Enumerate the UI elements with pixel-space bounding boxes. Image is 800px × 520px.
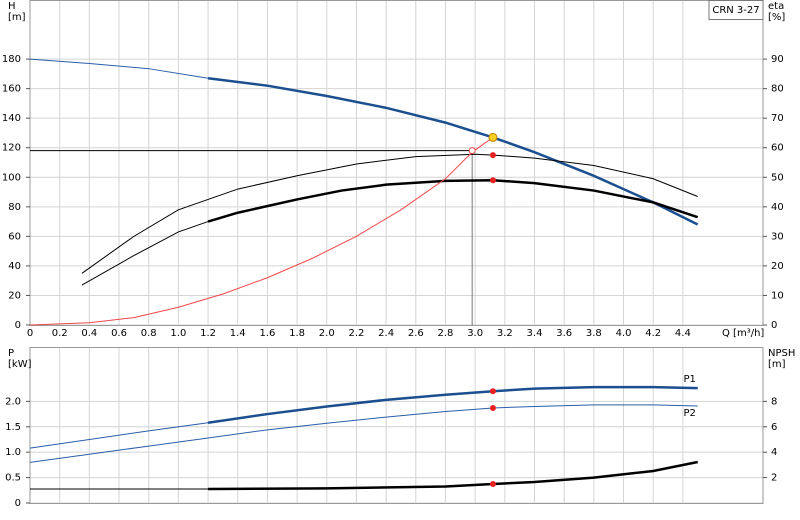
y2-tick-label: 10 xyxy=(771,290,784,301)
y2-tick-label: 40 xyxy=(771,202,784,213)
y-axis-label: [m] xyxy=(8,12,26,23)
curve xyxy=(208,460,698,491)
y2-tick-label: 20 xyxy=(771,261,784,272)
title-box xyxy=(708,0,764,20)
operating-point xyxy=(489,152,496,159)
y-tick-label: 80 xyxy=(8,202,21,213)
operating-point xyxy=(489,480,496,487)
x-tick-label: 1.2 xyxy=(200,328,216,339)
y2-axis-label: NPSH xyxy=(768,348,795,359)
y-tick-label: 20 xyxy=(8,290,21,301)
y-tick-label: 0 xyxy=(15,498,21,509)
y2-tick-label: 30 xyxy=(771,231,784,242)
y2-tick-label: 90 xyxy=(771,54,784,65)
duty-point xyxy=(468,147,476,155)
x-tick-label: 1.6 xyxy=(259,328,275,339)
curve xyxy=(81,221,209,286)
y-axis-label: P xyxy=(8,348,14,359)
y-tick-label: 100 xyxy=(2,172,21,183)
x-tick-label: 2.4 xyxy=(378,328,394,339)
y2-tick-label: 60 xyxy=(771,143,784,154)
curve xyxy=(29,422,209,449)
y-tick-label: 180 xyxy=(2,54,21,65)
y-tick-label: 40 xyxy=(8,261,21,272)
x-tick-label: 1.8 xyxy=(289,328,305,339)
operating-point xyxy=(489,177,496,184)
curve xyxy=(207,178,699,223)
series-label: P2 xyxy=(684,408,696,419)
curve xyxy=(207,385,698,424)
y-axis-label: H xyxy=(8,1,16,12)
plot-frame xyxy=(29,347,764,504)
y-tick-label: 0 xyxy=(15,320,21,331)
y2-tick-label: 70 xyxy=(771,113,784,124)
x-tick-label: 3.0 xyxy=(467,328,483,339)
x-tick-label: 4.0 xyxy=(616,328,632,339)
plot-frame xyxy=(29,0,764,326)
x-tick-label: 1.4 xyxy=(230,328,246,339)
y-axis-label: [kW] xyxy=(8,359,32,370)
y-tick-label: 140 xyxy=(2,113,21,124)
x-tick-label: 2.8 xyxy=(438,328,454,339)
curve xyxy=(81,153,698,274)
x-tick-label: 0.2 xyxy=(52,328,68,339)
x-tick-label: 4.4 xyxy=(675,328,691,339)
y-tick-label: 60 xyxy=(8,231,21,242)
x-tick-label: 2.2 xyxy=(348,328,364,339)
y2-tick-label: 6 xyxy=(771,422,777,433)
curve xyxy=(29,404,698,463)
y2-tick-label: 80 xyxy=(771,84,784,95)
x-tick-label: 3.2 xyxy=(497,328,513,339)
curve xyxy=(29,58,209,79)
y2-tick-label: 8 xyxy=(771,396,777,407)
y2-axis-label: [m] xyxy=(768,359,786,370)
operating-point xyxy=(489,388,496,395)
x-tick-label: 3.4 xyxy=(527,328,543,339)
curve xyxy=(207,77,699,226)
x-tick-label: 1.0 xyxy=(170,328,186,339)
y2-axis-label: eta xyxy=(768,1,784,12)
x-tick-label: 0.8 xyxy=(141,328,157,339)
x-tick-label: 3.8 xyxy=(586,328,602,339)
x-tick-label: 0.4 xyxy=(81,328,97,339)
x-tick-label: 0 xyxy=(27,328,33,339)
y2-tick-label: 2 xyxy=(771,473,777,484)
operating-point xyxy=(489,404,496,411)
y-tick-label: 1.0 xyxy=(5,447,21,458)
y-tick-label: 160 xyxy=(2,84,21,95)
x-tick-label: 3.6 xyxy=(556,328,572,339)
y-tick-label: 2.0 xyxy=(5,396,21,407)
x-tick-label: 2.0 xyxy=(319,328,335,339)
chart-title: CRN 3-27 xyxy=(712,5,759,16)
y-tick-label: 0.5 xyxy=(5,473,21,484)
operating-point xyxy=(488,132,498,142)
y2-tick-label: 50 xyxy=(771,172,784,183)
y2-tick-label: 4 xyxy=(771,447,777,458)
y-tick-label: 1.5 xyxy=(5,422,21,433)
x-tick-label: 0.6 xyxy=(111,328,127,339)
x-tick-label: 2.6 xyxy=(408,328,424,339)
y-tick-label: 120 xyxy=(2,143,21,154)
series-label: P1 xyxy=(684,374,696,385)
x-axis-label: Q [m³/h] xyxy=(722,328,764,339)
curve xyxy=(29,136,494,326)
y2-tick-label: 0 xyxy=(771,320,777,331)
y2-axis-label: [%] xyxy=(768,12,785,23)
x-tick-label: 4.2 xyxy=(645,328,661,339)
